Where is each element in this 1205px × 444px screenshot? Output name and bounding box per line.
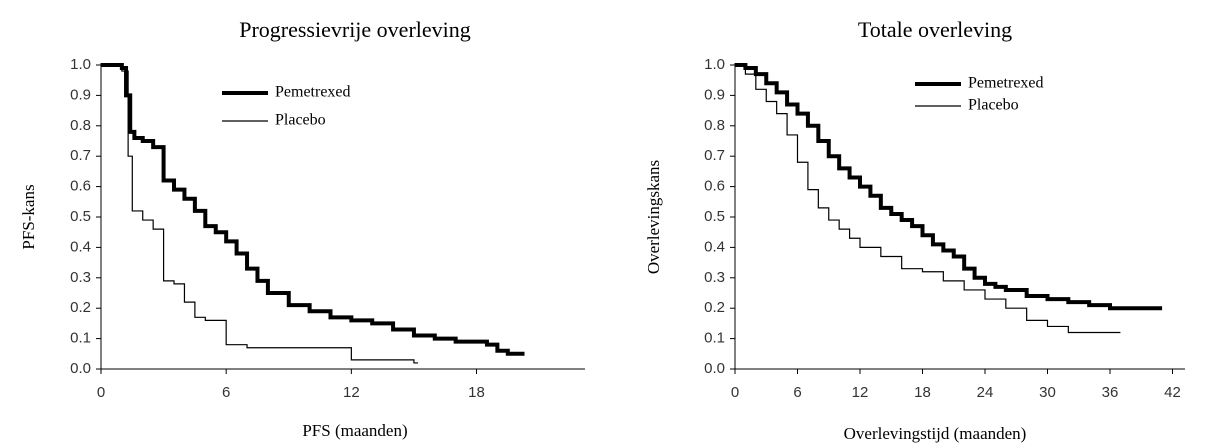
x-tick-label: 12 xyxy=(852,384,869,401)
y-tick-label: 0.8 xyxy=(704,117,725,134)
y-tick-label: 0.5 xyxy=(704,208,725,225)
y-tick-label: 0.9 xyxy=(70,86,91,103)
chart-title: Totale overleving xyxy=(858,17,1012,42)
y-tick-label: 0.5 xyxy=(70,208,91,225)
y-tick-label: 0.3 xyxy=(70,269,91,286)
y-tick-label: 0.2 xyxy=(704,299,725,316)
y-tick-label: 0.6 xyxy=(704,178,725,195)
survival-curve xyxy=(735,64,1121,334)
y-tick-label: 1.0 xyxy=(70,56,91,73)
y-tick-label: 0.0 xyxy=(704,360,725,377)
y-tick-label: 0.8 xyxy=(70,117,91,134)
x-axis-label: Overlevingstijd (maanden) xyxy=(844,424,1027,443)
y-axis-label: Overlevingskans xyxy=(644,160,663,274)
y-tick-label: 1.0 xyxy=(704,56,725,73)
y-tick-label: 0.1 xyxy=(704,330,725,347)
x-tick-label: 18 xyxy=(914,384,931,401)
x-tick-label: 24 xyxy=(977,384,994,401)
y-tick-label: 0.9 xyxy=(704,86,725,103)
y-axis-label: PFS-kans xyxy=(19,184,38,249)
x-tick-label: 30 xyxy=(1039,384,1056,401)
x-tick-label: 36 xyxy=(1102,384,1119,401)
chart-title: Progressievrije overleving xyxy=(239,17,471,42)
y-tick-label: 0.4 xyxy=(704,238,725,255)
y-tick-label: 0.3 xyxy=(704,269,725,286)
x-tick-label: 6 xyxy=(793,384,801,401)
survival-curve xyxy=(735,63,1163,311)
x-axis-label: PFS (maanden) xyxy=(302,421,407,440)
y-tick-label: 0.6 xyxy=(70,178,91,195)
y-tick-label: 0.2 xyxy=(70,299,91,316)
y-tick-label: 0.1 xyxy=(70,330,91,347)
y-tick-label: 0.0 xyxy=(70,360,91,377)
x-tick-label: 12 xyxy=(343,384,360,401)
x-tick-label: 6 xyxy=(222,384,230,401)
x-tick-label: 0 xyxy=(731,384,739,401)
y-tick-label: 0.7 xyxy=(70,147,91,164)
legend-label: Pemetrexed xyxy=(968,75,1044,92)
x-tick-label: 42 xyxy=(1164,384,1181,401)
y-tick-label: 0.7 xyxy=(704,147,725,164)
survival-curve xyxy=(101,63,525,356)
legend-label: Pemetrexed xyxy=(275,84,351,101)
x-tick-label: 18 xyxy=(468,384,485,401)
y-tick-label: 0.4 xyxy=(70,238,91,255)
legend-label: Placebo xyxy=(275,112,326,129)
x-tick-label: 0 xyxy=(97,384,105,401)
survival-curve xyxy=(101,64,419,364)
legend-label: Placebo xyxy=(968,97,1019,114)
